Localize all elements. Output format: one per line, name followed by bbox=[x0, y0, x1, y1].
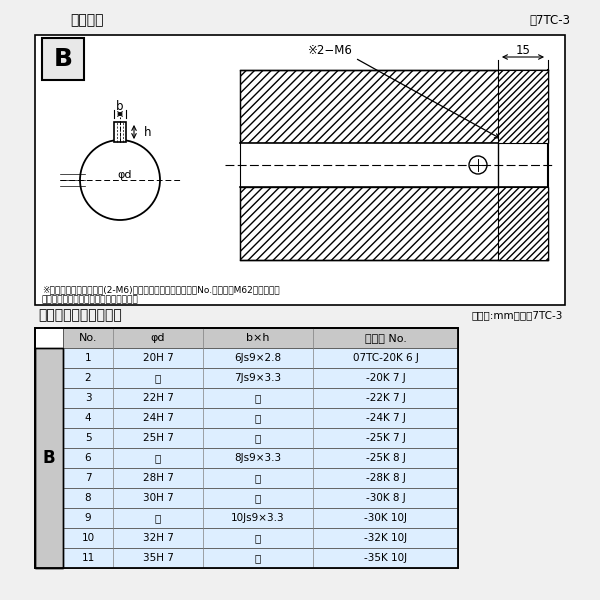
Text: 3: 3 bbox=[85, 393, 91, 403]
Bar bbox=[35, 328, 458, 568]
Text: 07TC-20K 6 J: 07TC-20K 6 J bbox=[353, 353, 418, 363]
Text: ゜: ゜ bbox=[255, 393, 261, 403]
Text: 25H 7: 25H 7 bbox=[143, 433, 173, 443]
Text: ゜: ゜ bbox=[155, 513, 161, 523]
Text: （セットボルトは付属されています。）: （セットボルトは付属されています。） bbox=[42, 295, 139, 304]
Text: 6: 6 bbox=[85, 453, 91, 463]
Bar bbox=[63, 388, 458, 408]
Text: -30K 10J: -30K 10J bbox=[364, 513, 407, 523]
Bar bbox=[35, 348, 63, 568]
Text: 8Js9×3.3: 8Js9×3.3 bbox=[235, 453, 281, 463]
Text: -30K 8 J: -30K 8 J bbox=[365, 493, 406, 503]
Text: -20K 7 J: -20K 7 J bbox=[365, 373, 406, 383]
Text: ゜: ゜ bbox=[255, 433, 261, 443]
Bar bbox=[498, 70, 548, 143]
Bar bbox=[63, 448, 458, 468]
Bar bbox=[35, 328, 458, 568]
Bar bbox=[35, 348, 63, 568]
Text: -25K 8 J: -25K 8 J bbox=[365, 453, 406, 463]
Text: 20H 7: 20H 7 bbox=[143, 353, 173, 363]
Text: φd: φd bbox=[151, 333, 165, 343]
Text: No.: No. bbox=[79, 333, 97, 343]
Bar bbox=[63, 468, 458, 488]
Text: 11: 11 bbox=[82, 553, 95, 563]
Text: b: b bbox=[116, 100, 124, 113]
Text: ゜: ゜ bbox=[255, 553, 261, 563]
Bar bbox=[63, 508, 458, 528]
Bar bbox=[114, 122, 126, 142]
Text: ゜: ゜ bbox=[255, 493, 261, 503]
Text: 軸穴形状: 軸穴形状 bbox=[70, 13, 104, 27]
Text: 1: 1 bbox=[85, 353, 91, 363]
Text: 22H 7: 22H 7 bbox=[143, 393, 173, 403]
Text: -24K 7 J: -24K 7 J bbox=[365, 413, 406, 423]
Text: -22K 7 J: -22K 7 J bbox=[365, 393, 406, 403]
Text: 10Js9×3.3: 10Js9×3.3 bbox=[231, 513, 285, 523]
Bar bbox=[63, 528, 458, 548]
Text: 10: 10 bbox=[82, 533, 95, 543]
Text: -28K 8 J: -28K 8 J bbox=[365, 473, 406, 483]
Text: h: h bbox=[144, 125, 151, 139]
Text: ゜: ゜ bbox=[155, 373, 161, 383]
Text: 4: 4 bbox=[85, 413, 91, 423]
Text: 5: 5 bbox=[85, 433, 91, 443]
Text: φd: φd bbox=[118, 170, 132, 180]
Bar bbox=[42, 38, 84, 80]
Bar bbox=[63, 408, 458, 428]
Text: 28H 7: 28H 7 bbox=[143, 473, 173, 483]
Bar bbox=[63, 548, 458, 568]
Text: 9: 9 bbox=[85, 513, 91, 523]
Bar bbox=[63, 328, 458, 348]
Text: 15: 15 bbox=[515, 43, 530, 56]
Text: 2: 2 bbox=[85, 373, 91, 383]
Text: 7Js9×3.3: 7Js9×3.3 bbox=[235, 373, 281, 383]
Text: 6Js9×2.8: 6Js9×2.8 bbox=[235, 353, 281, 363]
Text: B: B bbox=[53, 47, 73, 71]
Text: コード No.: コード No. bbox=[365, 333, 406, 343]
Text: ゜: ゜ bbox=[155, 453, 161, 463]
Text: 35H 7: 35H 7 bbox=[143, 553, 173, 563]
Text: 軸穴形状コード一覧表: 軸穴形状コード一覧表 bbox=[38, 308, 122, 322]
Text: ※2−M6: ※2−M6 bbox=[308, 43, 352, 56]
Text: 30H 7: 30H 7 bbox=[143, 493, 173, 503]
Text: b×h: b×h bbox=[246, 333, 270, 343]
Text: -32K 10J: -32K 10J bbox=[364, 533, 407, 543]
Bar bbox=[240, 187, 548, 260]
Text: -25K 7 J: -25K 7 J bbox=[365, 433, 406, 443]
Bar bbox=[35, 35, 565, 305]
Text: B: B bbox=[43, 449, 55, 467]
Text: 7: 7 bbox=[85, 473, 91, 483]
Text: -35K 10J: -35K 10J bbox=[364, 553, 407, 563]
Text: 24H 7: 24H 7 bbox=[143, 413, 173, 423]
Text: 囷7TC-3: 囷7TC-3 bbox=[529, 13, 570, 26]
Bar bbox=[63, 348, 458, 368]
Text: ゜: ゜ bbox=[255, 533, 261, 543]
Text: ※セットボルト用タップ(2-M6)が必要な場合は右記コードNo.の末尾にM62を付ける。: ※セットボルト用タップ(2-M6)が必要な場合は右記コードNo.の末尾にM62を… bbox=[42, 286, 280, 295]
Bar bbox=[63, 428, 458, 448]
Bar bbox=[63, 488, 458, 508]
Bar bbox=[498, 187, 548, 260]
Text: ゜: ゜ bbox=[255, 413, 261, 423]
Text: ゜: ゜ bbox=[255, 473, 261, 483]
Text: 8: 8 bbox=[85, 493, 91, 503]
Bar bbox=[63, 368, 458, 388]
Text: （単位:mm）　袅7TC-3: （単位:mm） 袅7TC-3 bbox=[472, 310, 563, 320]
Bar bbox=[240, 70, 548, 143]
Text: 32H 7: 32H 7 bbox=[143, 533, 173, 543]
Bar bbox=[240, 143, 548, 187]
